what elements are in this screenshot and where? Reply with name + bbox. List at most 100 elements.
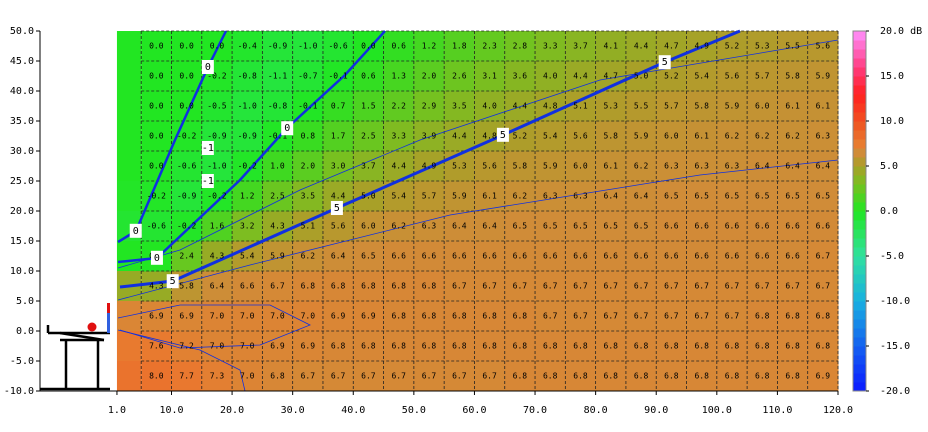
x-tick-label: 110.0	[762, 405, 792, 416]
cell-label: 1.6	[210, 222, 225, 231]
y-tick-label: 10.0	[10, 266, 34, 277]
contour-lines	[117, 29, 839, 392]
edge-fill	[116, 151, 142, 181]
y-tick-label: 30.0	[10, 146, 34, 157]
cell-label: 5.7	[422, 192, 437, 201]
heat-cell	[565, 151, 597, 182]
colorbar-band	[853, 211, 866, 221]
heat-cell	[747, 301, 778, 332]
cell-label: 6.8	[634, 372, 649, 381]
cell-label: -1.0	[238, 102, 257, 111]
cell-label: 5.9	[816, 72, 831, 81]
heat-cell	[262, 91, 294, 122]
heat-cell	[444, 301, 475, 332]
heat-cell	[383, 121, 415, 152]
cell-label: 6.7	[755, 282, 770, 291]
cell-label: 4.3	[210, 252, 225, 261]
heat-cell	[747, 121, 778, 152]
colorbar-band	[853, 355, 866, 365]
cell-label: 4.8	[543, 102, 558, 111]
edge-fill	[116, 121, 142, 151]
cell-label: 6.7	[634, 312, 649, 321]
x-tick-label: 80.0	[584, 405, 608, 416]
heat-cell	[686, 271, 718, 302]
cell-label: 6.8	[816, 342, 831, 351]
cell-label: 2.5	[270, 192, 285, 201]
cell-label: -0.6	[147, 222, 166, 231]
cell-label: 6.6	[391, 252, 406, 261]
heat-cell	[444, 91, 475, 122]
cell-label: 6.0	[573, 162, 588, 171]
heat-cell	[444, 271, 475, 302]
cell-label: 3.3	[543, 42, 558, 51]
heat-cell	[353, 61, 385, 92]
x-tick-label: 100.0	[702, 405, 732, 416]
cell-label: 6.8	[452, 342, 467, 351]
cell-label: -1.0	[207, 162, 226, 171]
cell-label: 6.5	[785, 192, 800, 201]
heat-cell	[322, 241, 354, 272]
cell-label: 6.7	[543, 282, 558, 291]
cell-label: 5.4	[543, 132, 558, 141]
heat-cell	[322, 61, 354, 92]
cell-label: 7.6	[149, 342, 164, 351]
heat-cell	[747, 211, 778, 242]
y-tick-label: 0.0	[16, 326, 34, 337]
heat-cell	[413, 271, 445, 302]
colorbar-label: 20.0 dB	[880, 26, 922, 37]
heat-cell	[232, 151, 263, 182]
colorbar-band	[853, 238, 866, 248]
y-tick-label: -5.0	[10, 356, 34, 367]
heat-cell	[474, 301, 506, 332]
heat-cell	[201, 361, 233, 392]
heat-cell	[262, 61, 294, 92]
cell-label: 2.2	[391, 102, 406, 111]
cell-label: 6.2	[785, 132, 800, 141]
cell-label: 6.6	[513, 252, 528, 261]
heat-cell	[322, 331, 354, 362]
contour-label-box	[129, 223, 142, 238]
y-tick-label: -10.0	[4, 386, 34, 397]
heat-cell	[686, 301, 718, 332]
heat-cell	[353, 181, 385, 212]
cell-label: 6.8	[785, 312, 800, 321]
cell-label: 1.0	[270, 162, 285, 171]
colorbar-band	[853, 139, 866, 149]
heat-cell	[625, 31, 657, 62]
cell-label: 6.7	[785, 282, 800, 291]
cell-label: 6.5	[634, 222, 649, 231]
cell-label: 1.2	[422, 42, 437, 51]
heat-cell	[777, 181, 809, 212]
heat-cell	[474, 331, 506, 362]
cell-label: 6.9	[270, 342, 285, 351]
cell-label: 5.6	[331, 222, 346, 231]
heat-cell	[686, 61, 718, 92]
cell-label: 6.5	[694, 192, 709, 201]
heat-cell	[595, 241, 627, 272]
heat-cell	[292, 181, 324, 212]
cell-label: 6.6	[604, 252, 619, 261]
x-tick-label: 120.0	[823, 405, 853, 416]
heat-cell	[262, 241, 294, 272]
heat-cell	[474, 151, 506, 182]
cell-label: 5.8	[785, 72, 800, 81]
heat-cell	[625, 361, 657, 392]
cell-label: 7.0	[301, 312, 316, 321]
heat-cell	[474, 271, 506, 302]
cell-label: 0.0	[149, 132, 164, 141]
colorbar-band	[853, 373, 866, 383]
heat-cell	[171, 181, 203, 212]
cell-label: 3.3	[391, 132, 406, 141]
heat-cell	[504, 61, 536, 92]
cell-label: 6.8	[755, 312, 770, 321]
cell-label: 6.6	[452, 252, 467, 261]
heat-cell	[292, 91, 324, 122]
cell-label: 6.8	[391, 282, 406, 291]
heat-cell	[383, 91, 415, 122]
heat-cell	[413, 61, 445, 92]
cell-label: 5.4	[391, 192, 406, 201]
cell-label: 6.0	[664, 132, 679, 141]
heat-cell	[353, 361, 385, 392]
cell-label: 2.8	[513, 42, 528, 51]
cell-label: 2.4	[179, 252, 194, 261]
